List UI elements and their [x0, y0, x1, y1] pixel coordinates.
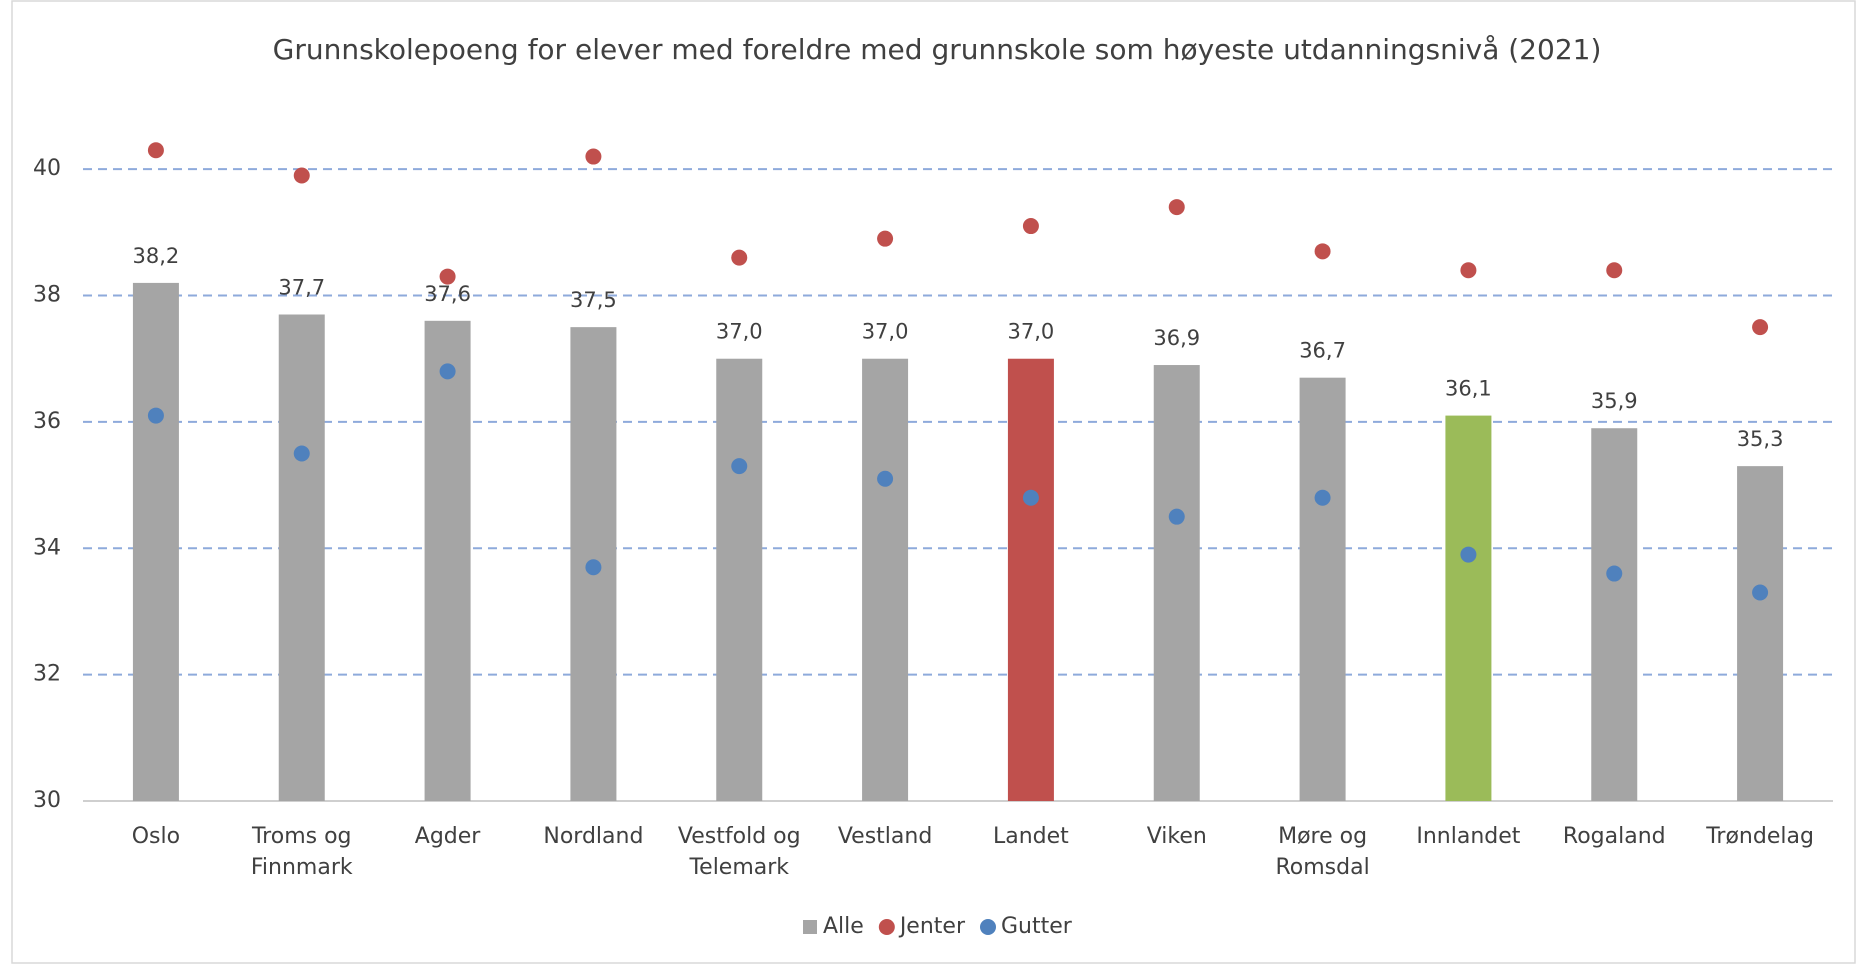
point	[731, 249, 748, 266]
point	[293, 445, 310, 462]
x-tick-label: Møre og Romsdal	[1275, 824, 1370, 880]
point	[877, 230, 894, 247]
point	[1168, 508, 1185, 525]
bar	[132, 282, 179, 802]
bar	[424, 320, 471, 801]
data-label: 36,7	[1299, 339, 1346, 363]
point	[147, 407, 164, 424]
y-tick-label: 36	[33, 409, 61, 434]
x-tick-label: Troms og Finnmark	[250, 824, 353, 880]
point	[1022, 218, 1039, 235]
bar	[1007, 358, 1054, 801]
data-label: 37,6	[424, 282, 471, 306]
point	[1606, 565, 1623, 582]
data-label: 36,1	[1445, 377, 1492, 401]
point	[293, 167, 310, 184]
point	[1460, 262, 1477, 279]
point	[1168, 199, 1185, 216]
point	[1752, 319, 1769, 336]
data-label: 37,0	[862, 320, 909, 344]
point	[1314, 243, 1331, 260]
x-tick-label: Rogaland	[1562, 824, 1666, 849]
x-tick-label: Oslo	[131, 824, 181, 849]
point	[439, 268, 456, 285]
data-label: 37,5	[570, 288, 617, 312]
data-label: 37,7	[278, 276, 325, 300]
bar	[716, 358, 763, 801]
point	[1314, 489, 1331, 506]
point	[731, 458, 748, 475]
bar	[1445, 415, 1492, 801]
data-label: 35,9	[1591, 389, 1638, 413]
legend-label: Alle	[823, 914, 864, 939]
x-tick-label: Agder	[414, 824, 481, 849]
y-tick-label: 38	[33, 283, 61, 308]
x-tick-label: Vestfold og Telemark	[677, 824, 801, 880]
bar	[278, 314, 325, 801]
point	[1022, 489, 1039, 506]
bar	[1591, 428, 1638, 801]
point	[147, 142, 164, 159]
point	[1752, 584, 1769, 601]
y-tick-label: 30	[33, 788, 61, 813]
x-tick-label: Vestland	[837, 824, 933, 849]
legend-swatch	[878, 919, 895, 935]
point	[585, 148, 602, 165]
data-label: 37,0	[716, 320, 763, 344]
chart-title: Grunnskolepoeng for elever med foreldre …	[273, 33, 1602, 66]
legend-swatch	[803, 920, 817, 934]
y-tick-label: 34	[33, 535, 61, 560]
y-tick-label: 32	[33, 662, 61, 687]
data-label: 37,0	[1008, 320, 1055, 344]
bar	[862, 358, 909, 801]
data-label: 35,3	[1737, 427, 1784, 451]
x-tick-label: Innlandet	[1416, 824, 1521, 849]
data-label: 38,2	[133, 244, 180, 268]
legend-label: Jenter	[898, 914, 966, 939]
bar	[1299, 377, 1346, 801]
bar	[1737, 466, 1784, 801]
y-tick-label: 40	[33, 156, 61, 181]
point	[1606, 262, 1623, 279]
point	[1460, 546, 1477, 563]
data-label: 36,9	[1153, 326, 1200, 350]
x-tick-label: Viken	[1146, 824, 1207, 849]
bar	[1153, 365, 1200, 801]
x-tick-label: Landet	[993, 824, 1069, 849]
legend-label: Gutter	[1001, 914, 1073, 939]
x-tick-label: Nordland	[543, 824, 644, 849]
legend-swatch	[980, 919, 996, 935]
point	[585, 559, 602, 576]
x-tick-label: Trøndelag	[1706, 824, 1814, 849]
point	[877, 470, 894, 487]
point	[439, 363, 456, 380]
